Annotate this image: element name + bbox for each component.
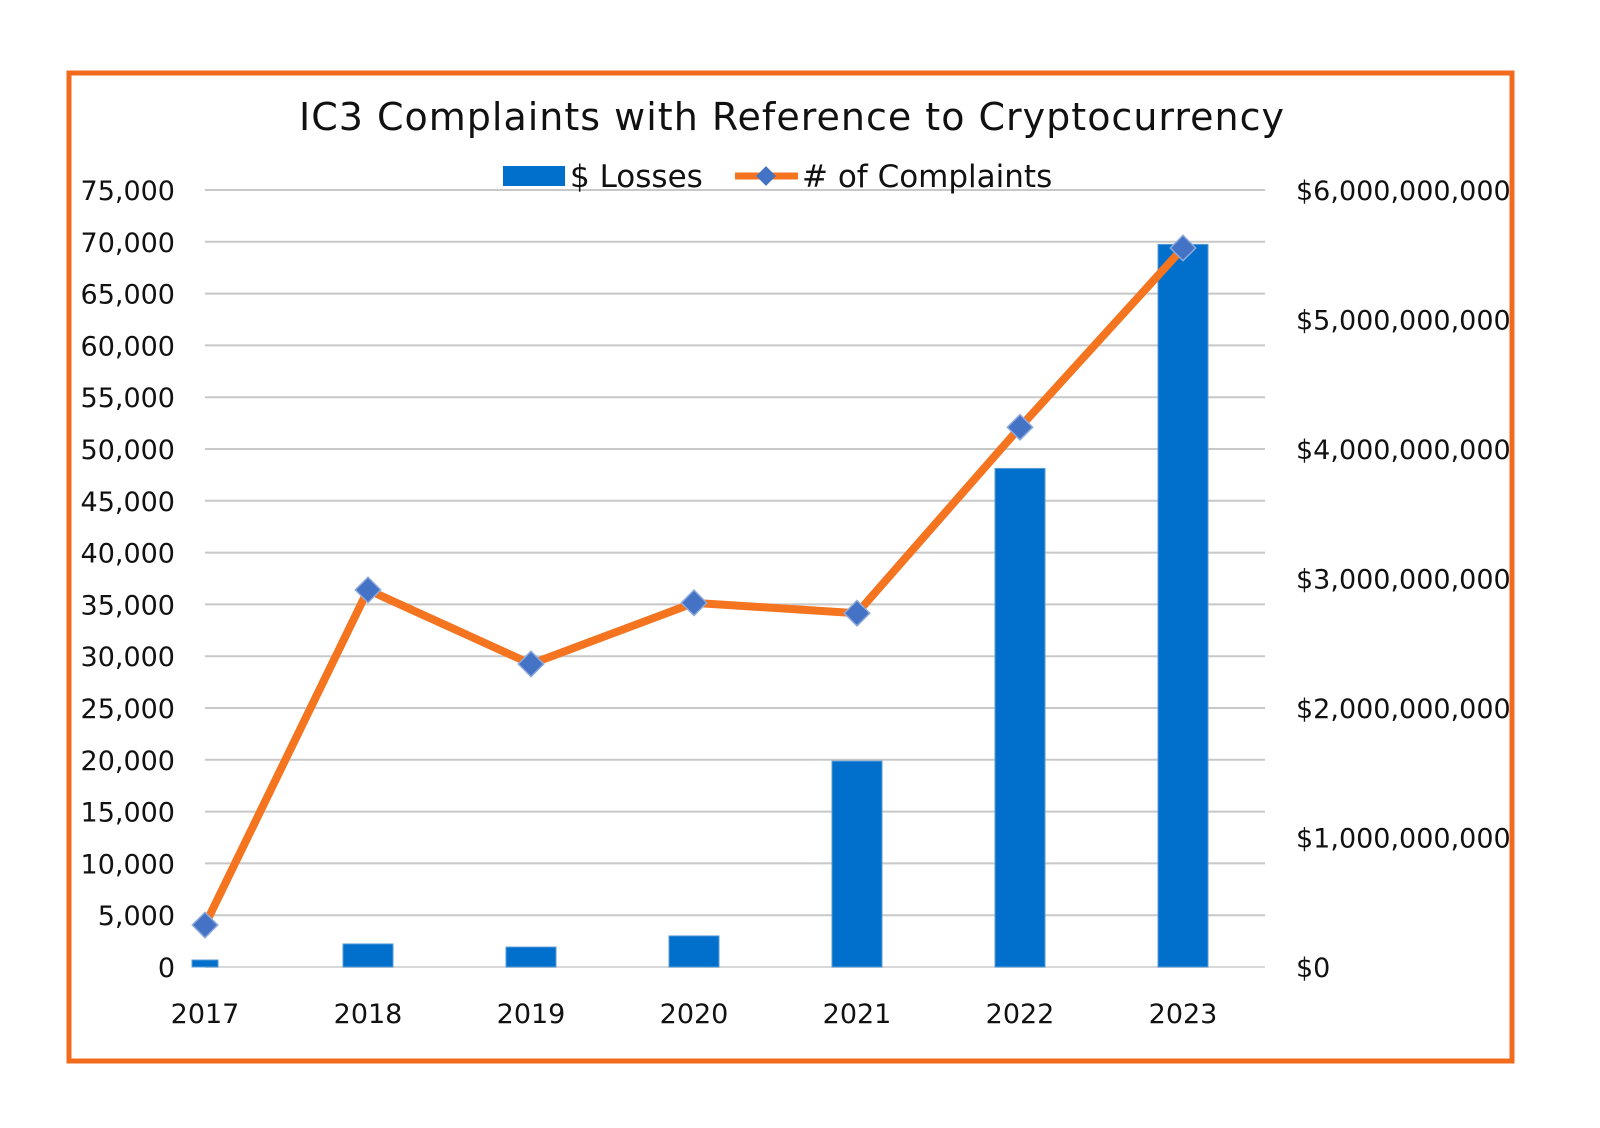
x-tick-label: 2019: [497, 999, 566, 1030]
left-tick-label: 70,000: [81, 228, 175, 259]
left-tick-label: 65,000: [81, 280, 175, 311]
legend-label-losses: $ Losses: [570, 159, 703, 195]
bar-2018: [342, 943, 394, 968]
marker-2023: [1169, 234, 1197, 262]
bars: [191, 243, 1209, 968]
left-tick-label: 35,000: [81, 590, 175, 621]
left-tick-label: 55,000: [81, 383, 175, 414]
legend: $ Losses # of Complaints: [503, 159, 1052, 195]
left-tick-label: 45,000: [81, 487, 175, 518]
right-tick-label: $4,000,000,000: [1296, 435, 1511, 466]
marker-2022: [1006, 413, 1034, 442]
line-series: [191, 234, 1197, 939]
x-tick-label: 2017: [171, 999, 240, 1030]
legend-bar-swatch: [503, 166, 565, 186]
marker-2021: [843, 599, 871, 627]
right-tick-label: $1,000,000,000: [1296, 824, 1511, 855]
left-tick-label: 0: [158, 953, 175, 984]
marker-2017: [191, 911, 219, 939]
bar-2021: [831, 760, 883, 968]
left-tick-label: 15,000: [81, 798, 175, 829]
bar-2017: [191, 959, 219, 968]
marker-2020: [680, 589, 708, 617]
right-tick-label: $0: [1296, 953, 1330, 984]
right-tick-label: $2,000,000,000: [1296, 694, 1511, 725]
bar-2019: [505, 946, 557, 968]
bar-2023: [1157, 243, 1209, 968]
gridlines: [205, 189, 1265, 968]
right-tick-label: $6,000,000,000: [1296, 176, 1511, 207]
left-tick-label: 60,000: [81, 331, 175, 362]
bar-2022: [994, 467, 1046, 968]
chart-title: IC3 Complaints with Reference to Cryptoc…: [299, 95, 1285, 139]
left-axis: 0 5,000 10,000 15,000 20,000 25,000 30,000 35,0…: [81, 176, 175, 984]
left-tick-label: 10,000: [81, 849, 175, 880]
marker-2018: [354, 576, 382, 604]
left-tick-label: 30,000: [81, 642, 175, 673]
x-axis: 2017 2018 2019 2020 2021 2022 2023: [171, 999, 1218, 1030]
legend-label-complaints: # of Complaints: [802, 159, 1052, 195]
left-tick-label: 20,000: [81, 746, 175, 777]
x-tick-label: 2018: [334, 999, 403, 1030]
x-tick-label: 2020: [660, 999, 729, 1030]
left-tick-label: 25,000: [81, 694, 175, 725]
x-tick-label: 2022: [986, 999, 1055, 1030]
left-tick-label: 5,000: [98, 901, 175, 932]
bar-2020: [668, 935, 720, 968]
right-tick-label: $5,000,000,000: [1296, 306, 1511, 337]
chart-frame: [66, 70, 1515, 1064]
x-tick-label: 2021: [823, 999, 892, 1030]
x-tick-label: 2023: [1149, 999, 1218, 1030]
left-tick-label: 50,000: [81, 435, 175, 466]
right-tick-label: $3,000,000,000: [1296, 565, 1511, 596]
right-axis: $0 $1,000,000,000 $2,000,000,000 $3,000,000…: [1296, 176, 1511, 984]
marker-2019: [517, 650, 545, 678]
left-tick-label: 40,000: [81, 539, 175, 570]
left-tick-label: 75,000: [81, 176, 175, 207]
